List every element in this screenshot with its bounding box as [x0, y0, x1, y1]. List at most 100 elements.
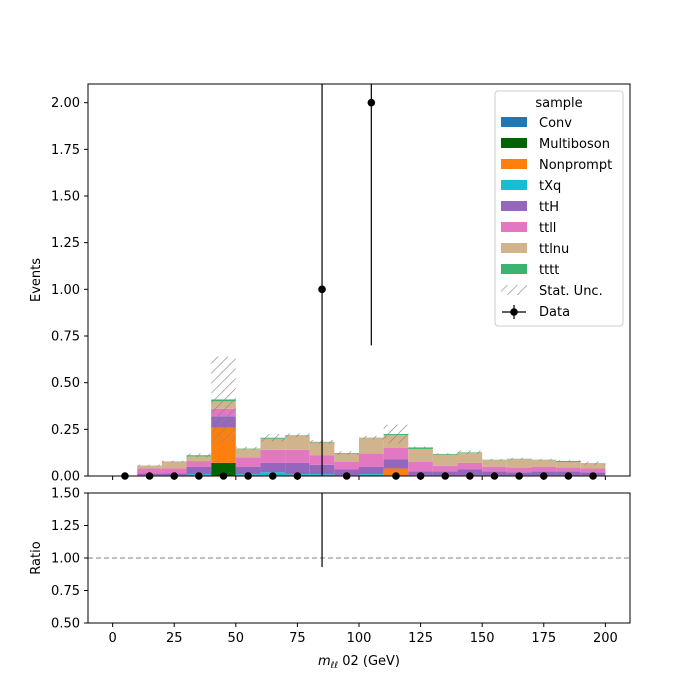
stat-unc-band-14: [457, 450, 483, 455]
main-ytick-label-4: 1.00: [51, 283, 80, 298]
stat-unc-band-3: [186, 453, 212, 458]
stat-unc-band-11: [383, 424, 409, 444]
legend-data-marker: [510, 308, 518, 316]
bar-ttll-6: [260, 449, 286, 463]
bar-ttlnu-12: [408, 448, 433, 462]
legend-label-ttlnu: ttlnu: [539, 242, 569, 257]
stat-unc-band-7: [285, 433, 310, 438]
bar-ttll-15: [482, 466, 507, 472]
bar-ttll-13: [432, 465, 458, 472]
ratio-xtick-label-2: 50: [228, 631, 245, 646]
bar-tth-11: [383, 459, 409, 469]
stat-unc-band-13: [432, 453, 458, 455]
legend-swatch-conv: [501, 117, 527, 127]
legend-title: sample: [535, 96, 582, 111]
stat-unc-band-17: [531, 458, 557, 461]
stat-unc-band-12: [408, 446, 433, 449]
bar-ttll-18: [556, 467, 581, 472]
bar-ttlnu-10: [359, 437, 384, 454]
ratio-ytick-label-3: 1.25: [51, 519, 80, 534]
bar-ttlnu-14: [457, 452, 483, 463]
legend-label-ttll: ttll: [539, 221, 556, 236]
x-label-rest: 02 (GeV): [338, 654, 400, 669]
main-ytick-label-0: 0.00: [51, 470, 80, 485]
bar-ttll-5: [235, 457, 261, 467]
legend-swatch-tth: [501, 201, 527, 211]
ratio-xtick-label-4: 100: [347, 631, 372, 646]
x-label-sub: ℓℓ: [330, 661, 338, 671]
legend-label-conv: Conv: [539, 116, 572, 131]
bar-multiboson-4: [211, 462, 236, 476]
legend-label-tttt: tttt: [539, 263, 559, 278]
legend-swatch-ttlnu: [501, 243, 527, 253]
main-ytick-label-6: 1.50: [51, 190, 80, 205]
main-x-ticks: [112, 476, 606, 480]
legend: sample Conv Multiboson Nonprompt tXq ttH ttll…: [494, 90, 624, 327]
stat-unc-band-19: [580, 461, 606, 466]
stat-unc-bands: [137, 356, 606, 467]
main-y-ticks: 0.00 0.25 0.50 0.75 1.00 1.25 1.50 1.75 2.00: [51, 96, 88, 485]
stat-unc-band-15: [482, 458, 507, 461]
bar-ttll-16: [506, 467, 532, 473]
ratio-xtick-label-5: 125: [408, 631, 433, 646]
stat-unc-band-10: [359, 435, 384, 440]
ratio-xtick-label-1: 25: [166, 631, 183, 646]
bar-ttll-9: [334, 462, 359, 470]
ratio-ytick-label-2: 1.00: [51, 552, 80, 567]
main-y-axis-label: Events: [29, 258, 44, 302]
ratio-xtick-label-0: 0: [108, 631, 116, 646]
ratio-xtick-label-6: 150: [470, 631, 495, 646]
bar-ttlnu-7: [285, 435, 310, 450]
bar-ttll-14: [457, 462, 483, 470]
legend-swatch-tttt: [501, 264, 527, 274]
main-ytick-label-8: 2.00: [51, 96, 80, 111]
bar-ttlnu-17: [531, 460, 557, 467]
bar-tth-3: [186, 466, 212, 475]
stat-unc-band-18: [556, 460, 581, 462]
bar-ttlnu-5: [235, 448, 261, 458]
bar-ttll-10: [359, 453, 384, 467]
bar-ttlnu-19: [580, 463, 606, 469]
stat-unc-band-5: [235, 446, 261, 451]
ratio-ytick-label-0: 0.50: [51, 617, 80, 632]
bar-ttlnu-1: [137, 465, 162, 469]
bar-ttlnu-2: [161, 462, 187, 469]
bar-ttll-7: [285, 449, 310, 463]
main-ytick-label-2: 0.50: [51, 376, 80, 391]
bar-ttlnu-13: [432, 454, 458, 466]
legend-label-multiboson: Multiboson: [539, 137, 610, 152]
ratio-content: [88, 493, 630, 568]
legend-label-tth: ttH: [539, 200, 559, 215]
bar-ttlnu-9: [334, 453, 359, 462]
x-axis-label: mℓℓ 02 (GeV): [318, 654, 400, 671]
legend-swatch-nonprompt: [501, 159, 527, 169]
stat-unc-band-2: [161, 460, 187, 463]
bar-tth-10: [359, 466, 384, 475]
bar-ttlnu-15: [482, 460, 507, 467]
bar-txq-10: [359, 474, 384, 476]
legend-label-data: Data: [539, 305, 570, 320]
stat-unc-band-6: [260, 434, 286, 442]
stat-unc-band-16: [506, 457, 532, 460]
ratio-x-ticks: 0 25 50 75 100 125 150 175 200: [108, 623, 618, 646]
data-point-8: [318, 285, 326, 294]
ratio-ytick-label-1: 0.75: [51, 584, 80, 599]
bar-ttlnu-16: [506, 459, 532, 468]
bar-ttll-1: [137, 468, 162, 474]
legend-swatch-txq: [501, 180, 527, 190]
main-ytick-label-7: 1.75: [51, 143, 80, 158]
bar-tth-6: [260, 462, 286, 473]
main-ytick-label-1: 0.25: [51, 423, 80, 438]
stat-unc-band-9: [334, 451, 359, 455]
x-label-main: m: [318, 654, 331, 669]
bar-ttlnu-6: [260, 438, 286, 450]
legend-label-txq: tXq: [539, 179, 561, 194]
legend-label-stat-unc: Stat. Unc.: [539, 284, 603, 299]
ratio-ytick-label-4: 1.50: [51, 487, 80, 502]
data-point-10: [367, 98, 376, 107]
main-ytick-label-5: 1.25: [51, 236, 80, 251]
bar-ttll-11: [383, 448, 409, 460]
ratio-y-ticks: 0.50 0.75 1.00 1.25 1.50: [51, 487, 88, 632]
bar-ttll-2: [161, 468, 187, 474]
